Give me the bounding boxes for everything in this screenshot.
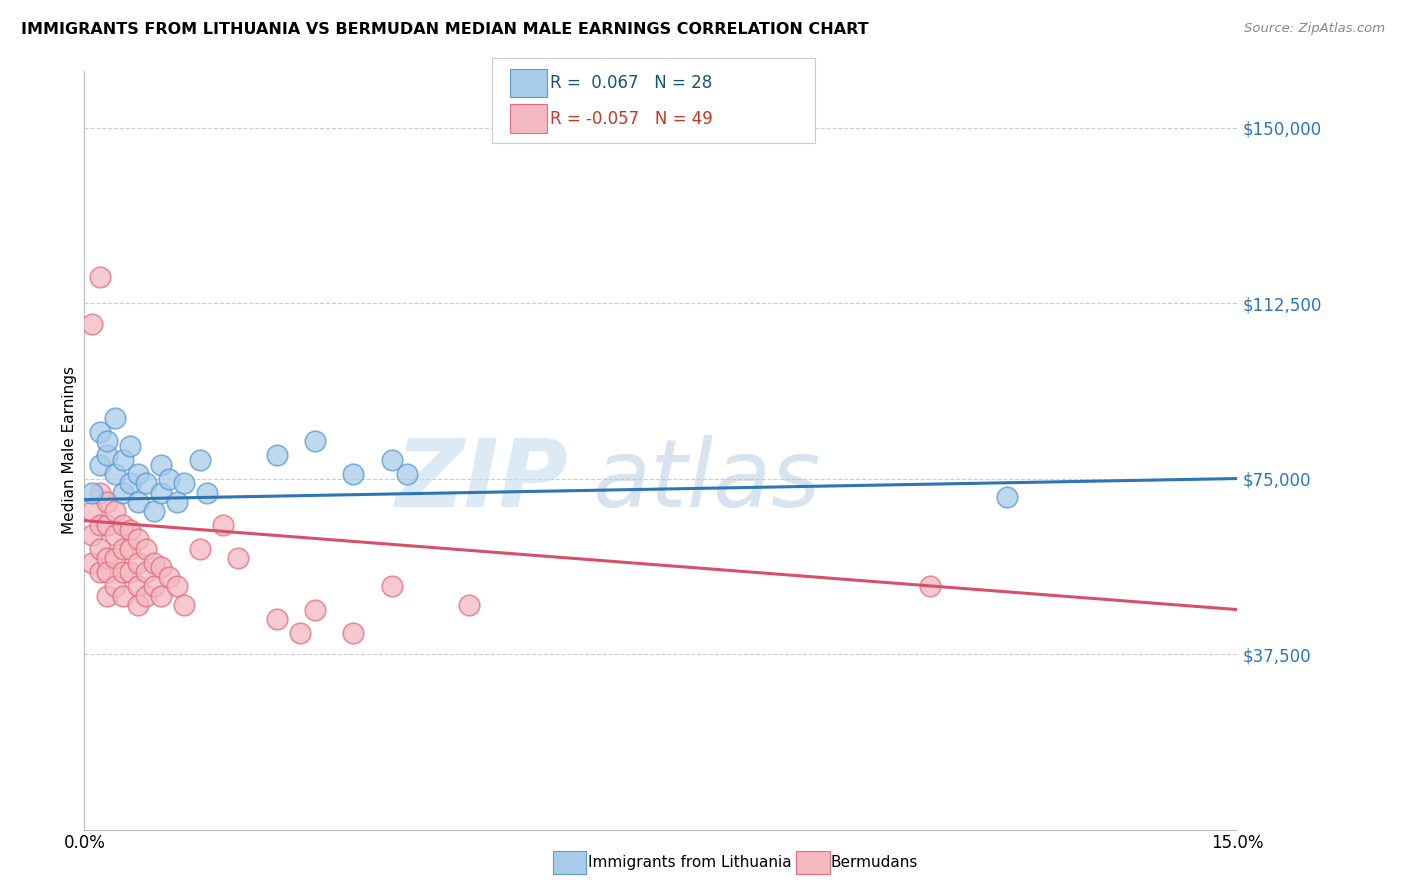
Point (266, 612, 288, 626)
Point (80, 317, 103, 331)
Point (111, 452, 134, 467)
Point (135, 476, 157, 491)
Point (127, 533, 149, 547)
Point (111, 541, 134, 556)
Point (142, 579, 165, 593)
Text: Immigrants from Lithuania: Immigrants from Lithuania (588, 855, 792, 870)
Point (342, 467, 364, 481)
Text: R = -0.057   N = 49: R = -0.057 N = 49 (550, 110, 713, 128)
Point (135, 565, 157, 579)
Point (104, 579, 127, 593)
Point (150, 458, 173, 472)
Point (288, 626, 311, 640)
Point (120, 541, 142, 556)
Point (96, 551, 118, 566)
Point (89, 270, 111, 285)
Point (80, 556, 103, 570)
Point (89, 565, 111, 579)
Point (89, 425, 111, 439)
Point (120, 439, 142, 453)
Point (173, 598, 195, 612)
Point (96, 434, 118, 449)
Point (80, 527, 103, 541)
Point (381, 579, 404, 593)
Point (80, 504, 103, 518)
Point (150, 589, 173, 603)
Y-axis label: Median Male Earnings: Median Male Earnings (62, 367, 77, 534)
Text: IMMIGRANTS FROM LITHUANIA VS BERMUDAN MEDIAN MALE EARNINGS CORRELATION CHART: IMMIGRANTS FROM LITHUANIA VS BERMUDAN ME… (21, 22, 869, 37)
Point (381, 452, 404, 467)
Text: Source: ZipAtlas.com: Source: ZipAtlas.com (1244, 22, 1385, 36)
Point (457, 598, 479, 612)
Point (111, 565, 134, 579)
Point (157, 471, 180, 485)
Point (166, 495, 188, 509)
Point (104, 551, 127, 566)
Point (304, 602, 326, 616)
Point (89, 485, 111, 500)
Point (166, 579, 188, 593)
Point (173, 476, 195, 491)
Point (135, 589, 157, 603)
Point (96, 589, 118, 603)
Point (104, 527, 127, 541)
Point (226, 551, 249, 566)
Point (80, 485, 103, 500)
Point (135, 541, 157, 556)
Point (195, 485, 218, 500)
Point (150, 560, 173, 574)
Point (96, 448, 118, 462)
Point (396, 467, 419, 481)
Point (127, 556, 149, 570)
Point (120, 565, 142, 579)
Point (111, 589, 134, 603)
Text: Bermudans: Bermudans (831, 855, 918, 870)
Point (96, 518, 118, 533)
Text: R =  0.067   N = 28: R = 0.067 N = 28 (550, 74, 711, 92)
Point (96, 495, 118, 509)
Point (157, 570, 180, 584)
Point (995, 490, 1018, 504)
Point (111, 485, 134, 500)
Point (127, 495, 149, 509)
Point (120, 476, 142, 491)
Point (342, 626, 364, 640)
Point (142, 556, 165, 570)
Point (127, 579, 149, 593)
Point (150, 485, 173, 500)
Point (96, 565, 118, 579)
Point (142, 504, 165, 518)
Point (188, 541, 211, 556)
Point (304, 434, 326, 449)
Point (111, 518, 134, 533)
Point (104, 504, 127, 518)
Point (266, 448, 288, 462)
Text: ZIP: ZIP (395, 434, 568, 527)
Point (89, 458, 111, 472)
Point (127, 598, 149, 612)
Point (188, 452, 211, 467)
Point (918, 579, 941, 593)
Point (120, 523, 142, 537)
Point (127, 467, 149, 481)
Point (104, 410, 127, 425)
Point (104, 467, 127, 481)
Text: atlas: atlas (592, 435, 820, 526)
Point (89, 541, 111, 556)
Point (89, 518, 111, 533)
Point (211, 518, 233, 533)
